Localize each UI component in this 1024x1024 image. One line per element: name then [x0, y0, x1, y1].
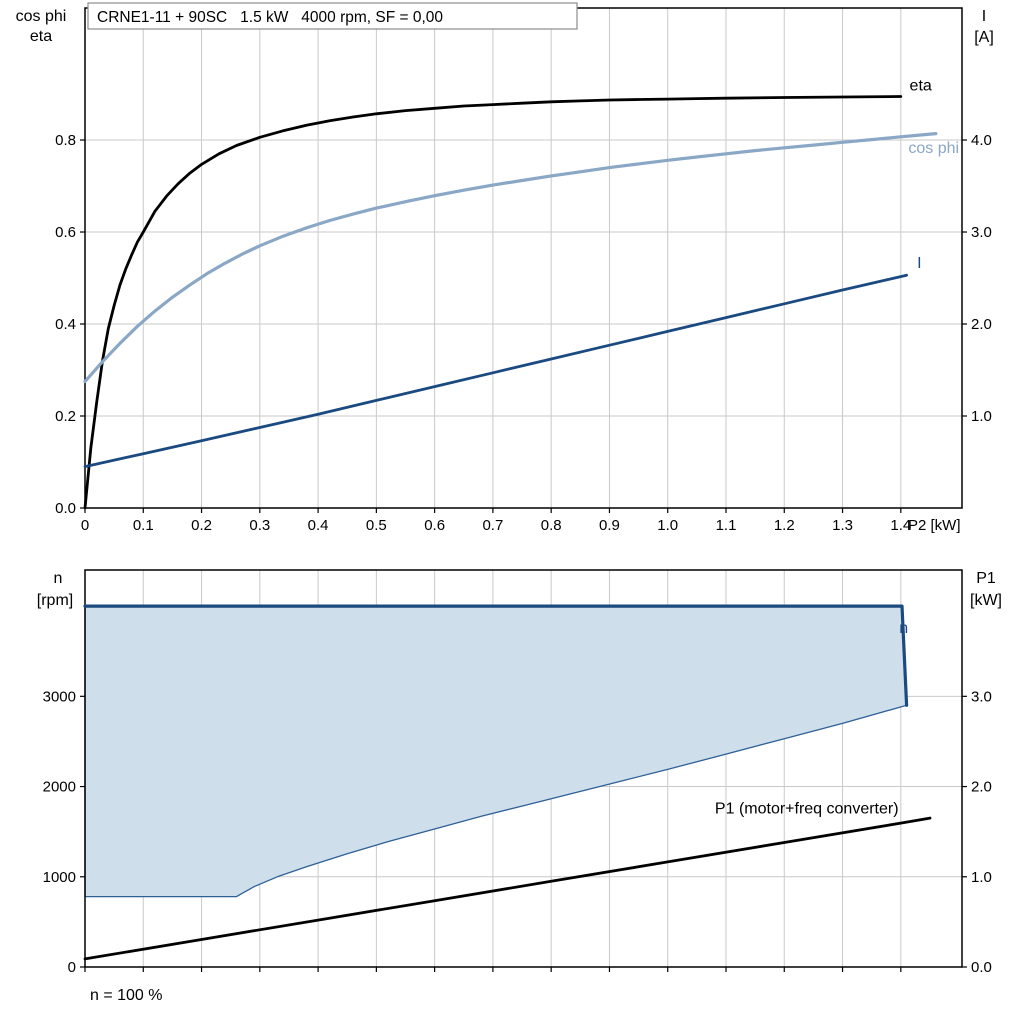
curve-label-n: n: [899, 620, 908, 637]
x-tick-label: 0: [81, 517, 89, 534]
left-tick-label: 0.6: [55, 224, 76, 241]
curve-p1: [83, 816, 932, 961]
top-left-axis-header-line2: eta: [30, 28, 52, 45]
x-tick-label: 0.9: [599, 517, 620, 534]
left-tick-label: 0.2: [55, 408, 76, 425]
curve-eta: [83, 95, 903, 510]
x-tick-label: 0.6: [424, 517, 445, 534]
x-tick-label: 1.3: [832, 517, 853, 534]
x-tick-label: 0.8: [541, 517, 562, 534]
top-right-axis-header-line1: I: [982, 8, 986, 25]
bottom-right-axis-header-line1: P1: [976, 570, 996, 587]
left-tick-label: 0.8: [55, 132, 76, 149]
x-tick-label: 1.1: [716, 517, 737, 534]
x-tick-label: 0.4: [308, 517, 329, 534]
left-tick-label: 2000: [43, 779, 76, 796]
right-tick-label: 1.0: [971, 869, 992, 886]
curve-n: [83, 604, 909, 707]
plot-border: [84, 7, 963, 509]
right-tick-label: 3.0: [971, 688, 992, 705]
x-tick-label: 1.0: [657, 517, 678, 534]
plot-top: 0 0.1 0.2 0.3 0.4 0.5 0.6 0.7 0.8 0.9 1.0 1.1 1.2 1.3…: [55, 7, 992, 534]
x-tick-label: 0.5: [366, 517, 387, 534]
plot-border: [84, 569, 963, 968]
top-right-axis-header-line2: [A]: [974, 29, 994, 46]
region-speed-operating-region: [84, 605, 908, 898]
x-tick-label: 1.2: [774, 517, 795, 534]
curve-current: [83, 273, 908, 469]
right-tick-label: 1.0: [971, 408, 992, 425]
right-tick-label: 2.0: [971, 779, 992, 796]
bottom-right-axis-header-line2: [kW]: [970, 592, 1002, 609]
left-tick-label: 0: [68, 959, 76, 976]
top-left-axis-header-line1: cos phi: [16, 8, 67, 25]
x-tick-label: 0.2: [191, 517, 212, 534]
right-tick-label: 0.0: [971, 959, 992, 976]
top-x-axis-unit-label: P2 [kW]: [908, 517, 961, 534]
curve-label-p1-motor-freq-converter: P1 (motor+freq converter): [715, 801, 899, 818]
speed-percentage-note: n = 100 %: [90, 987, 163, 1004]
x-tick-label: 0.1: [133, 517, 154, 534]
curve-label-i: I: [917, 255, 921, 272]
left-tick-label: 3000: [43, 688, 76, 705]
right-tick-label: 2.0: [971, 316, 992, 333]
x-tick-label: 1.4: [890, 517, 911, 534]
bottom-left-axis-header-line2: [rpm]: [37, 592, 73, 609]
x-tick-label: 0.7: [482, 517, 503, 534]
bottom-left-axis-header-line1: n: [54, 570, 63, 587]
right-tick-label: 3.0: [971, 224, 992, 241]
left-tick-label: 0.0: [55, 500, 76, 517]
left-tick-label: 1000: [43, 869, 76, 886]
curve-label-eta: eta: [910, 77, 932, 94]
x-tick-label: 0.3: [249, 517, 270, 534]
chart-title-box: [87, 2, 578, 30]
plot-bottom: 0 1000 2000 3000 0.0 1.0 2.0 3.0 n P1 (motor+freq…: [43, 569, 992, 976]
curve-label-cos-phi: cos phi: [908, 140, 959, 157]
curve-cos-phi: [83, 132, 938, 384]
right-tick-label: 4.0: [971, 132, 992, 149]
chart-title: CRNE1-11 + 90SC 1.5 kW 4000 rpm, SF = 0,…: [97, 9, 443, 26]
left-tick-label: 0.4: [55, 316, 76, 333]
